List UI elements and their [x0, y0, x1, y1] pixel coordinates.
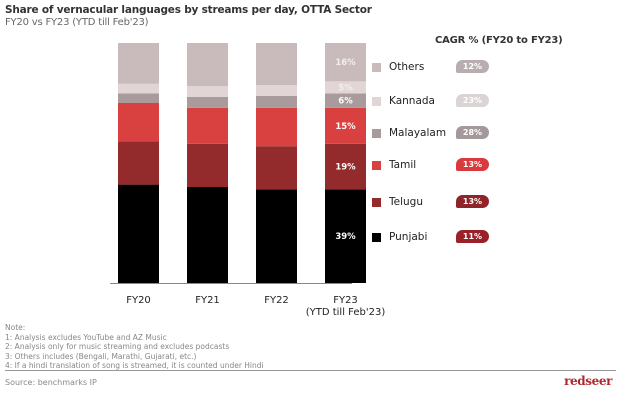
bar-segment-telugu-1 — [187, 143, 228, 187]
bar-segment-kannada-0 — [118, 83, 159, 94]
bar-segment-malayalam-1 — [187, 97, 228, 108]
legend-swatch — [372, 62, 381, 72]
bar-segment-telugu-3 — [325, 143, 366, 190]
bar-segment-others-1 — [187, 43, 228, 87]
redseer-logo: redseer — [564, 374, 612, 388]
bar-segment-punjabi-1 — [187, 187, 228, 283]
cagr-bubble-punjabi: 11% — [456, 230, 489, 243]
bar-segment-kannada-2 — [256, 85, 297, 96]
legend-label: Kannada — [389, 95, 435, 107]
legend-swatch — [372, 96, 381, 106]
bar-segment-tamil-0 — [118, 103, 159, 142]
legend-label: Others — [389, 61, 425, 73]
legend-swatch — [372, 197, 381, 207]
cagr-bubble-kannada: 23% — [456, 94, 489, 107]
notes: Note: 1: Analysis excludes YouTube and A… — [5, 323, 264, 371]
legend-item-malayalam: Malayalam — [372, 126, 446, 140]
data-label-punjabi: 39% — [335, 232, 356, 242]
legend-swatch — [372, 160, 381, 170]
cagr-bubble-telugu: 13% — [456, 195, 489, 208]
bar-segment-tamil-2 — [256, 107, 297, 147]
bar-segment-others-2 — [256, 43, 297, 85]
bar-segment-others-0 — [118, 43, 159, 84]
bar-segment-punjabi-2 — [256, 189, 297, 283]
note-line: 3: Others includes (Bengali, Marathi, Gu… — [5, 351, 197, 361]
source-text: Source: benchmarks IP — [5, 378, 97, 387]
bar-segment-malayalam-3 — [325, 93, 366, 108]
bar-segment-kannada-3 — [325, 81, 366, 94]
data-label-kannada: 5% — [338, 83, 353, 93]
note-line: 1: Analysis excludes YouTube and AZ Musi… — [5, 332, 167, 342]
x-tick-label: FY21 — [195, 295, 220, 306]
legend-label: Telugu — [389, 196, 423, 208]
legend-swatch — [372, 128, 381, 138]
cagr-bubble-others: 12% — [456, 60, 489, 73]
x-tick-label: FY23 — [333, 295, 358, 306]
bars-layer — [118, 43, 366, 283]
legend-item-punjabi: Punjabi — [372, 230, 427, 244]
cagr-title: CAGR % (FY20 to FY23) — [435, 35, 563, 46]
bar-segment-telugu-2 — [256, 146, 297, 190]
bar-segment-malayalam-2 — [256, 95, 297, 108]
labels-layer: FY20 FY21 FY22 39% 19% 15% 6% 5% 16% FY23(YTD til… — [126, 58, 385, 318]
legend-label: Tamil — [389, 159, 417, 171]
data-label-tamil: 15% — [335, 122, 356, 132]
notes-heading: Note: — [5, 323, 26, 332]
legend-item-others: Others — [372, 60, 424, 74]
chart-subtitle: FY20 vs FY23 (YTD till Feb'23) — [5, 17, 149, 28]
data-label-malayalam: 6% — [338, 97, 353, 107]
legend-item-kannada: Kannada — [372, 94, 435, 108]
cagr-bubble-malayalam: 28% — [456, 126, 489, 139]
bar-segment-tamil-1 — [187, 107, 228, 144]
bar-segment-punjabi-3 — [325, 189, 366, 283]
legend-item-telugu: Telugu — [372, 195, 423, 209]
legend-item-tamil: Tamil — [372, 158, 416, 172]
footer-divider — [5, 370, 616, 371]
note-line: 2: Analysis only for music streaming and… — [5, 342, 230, 351]
chart-title: Share of vernacular languages by streams… — [5, 4, 372, 16]
bar-segment-others-3 — [325, 43, 366, 82]
bar-segment-punjabi-0 — [118, 184, 159, 283]
stacked-bar-chart: FY20 FY21 FY22 39% 19% 15% 6% 5% 16% FY23(YTD til… — [110, 43, 385, 318]
legend-label: Malayalam — [389, 127, 447, 139]
cagr-bubble-tamil: 13% — [456, 158, 489, 171]
x-tick-label: FY22 — [264, 295, 289, 306]
note-line: 4: If a hindi translation of song is str… — [5, 361, 264, 370]
data-label-telugu: 19% — [335, 163, 356, 173]
bar-segment-kannada-1 — [187, 86, 228, 97]
bar-segment-tamil-3 — [325, 107, 366, 144]
legend-swatch — [372, 232, 381, 242]
data-label-others: 16% — [335, 58, 356, 68]
x-tick-label: FY20 — [126, 295, 151, 306]
legend-label: Punjabi — [389, 231, 428, 243]
bar-segment-malayalam-0 — [118, 93, 159, 103]
bar-segment-telugu-0 — [118, 141, 159, 185]
x-tick-label: (YTD till Feb'23) — [306, 307, 386, 318]
